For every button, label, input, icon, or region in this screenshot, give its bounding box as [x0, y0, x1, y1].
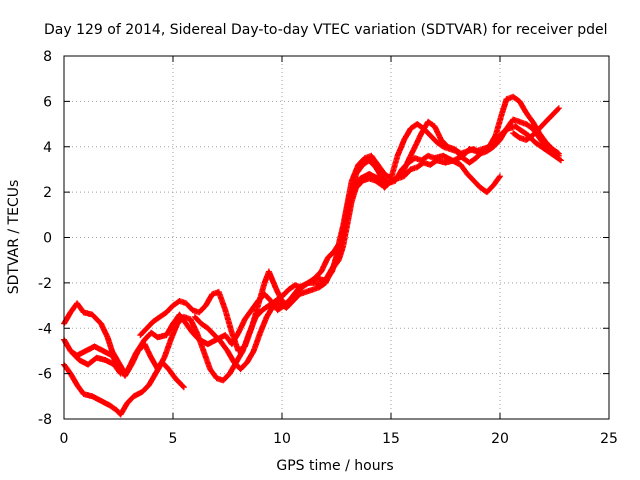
series-pass-6 [510, 105, 562, 143]
y-tick-label: -2 [38, 276, 52, 292]
y-tick-label: -8 [38, 412, 52, 428]
y-tick-label: 4 [43, 140, 52, 156]
x-tick-label: 15 [382, 431, 400, 447]
x-tick-label: 5 [169, 431, 178, 447]
series-markers [67, 347, 124, 377]
y-tick-label: -6 [38, 367, 52, 383]
y-axis-label: SDTVAR / TECUs [6, 180, 22, 295]
series-markers [510, 105, 562, 143]
x-tick-label: 20 [491, 431, 509, 447]
chart-title: Day 129 of 2014, Sidereal Day-to-day VTE… [44, 22, 608, 38]
y-tick-label: 0 [43, 231, 52, 247]
x-axis-label: GPS time / hours [276, 458, 393, 474]
series-pass-7 [67, 347, 124, 377]
x-tick-label: 10 [273, 431, 291, 447]
series-pass-1 [61, 123, 564, 377]
y-tick-label: 6 [43, 94, 52, 110]
y-tick-label: 2 [43, 185, 52, 201]
y-tick-label: -4 [38, 321, 52, 337]
x-tick-label: 25 [600, 431, 618, 447]
series-markers [191, 116, 562, 373]
x-tick-label: 0 [60, 431, 69, 447]
data-series [61, 93, 564, 418]
series-pass-5 [191, 116, 562, 373]
axis-ticks: 0 5 10 15 20 25 -8 -6 -4 -2 0 2 4 6 8 [38, 49, 618, 447]
series-markers [61, 123, 564, 377]
y-tick-label: 8 [43, 49, 52, 65]
